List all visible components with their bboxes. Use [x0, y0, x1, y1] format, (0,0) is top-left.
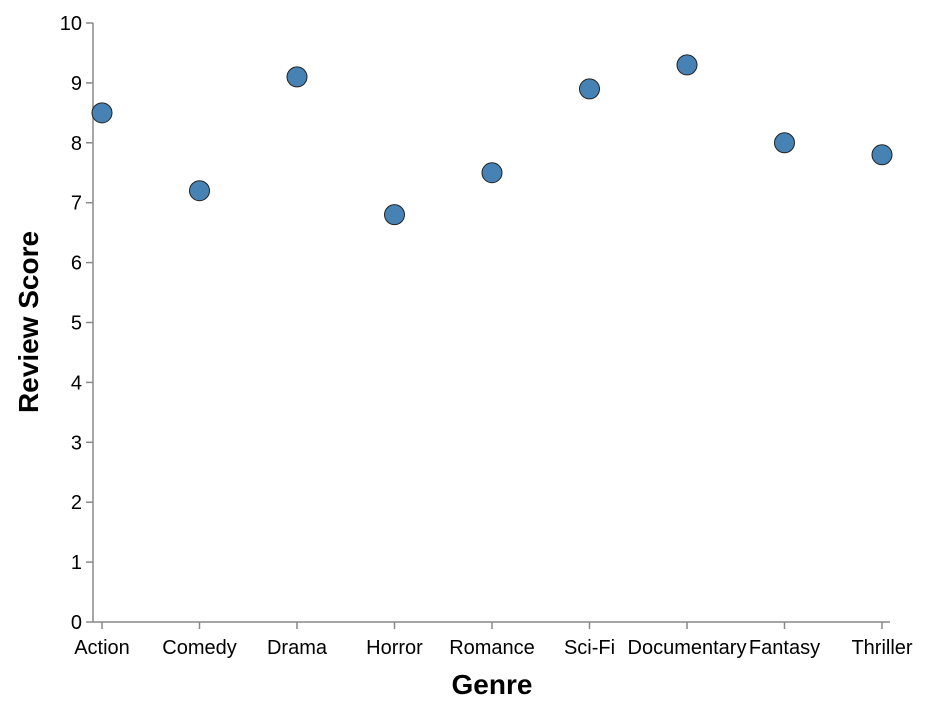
- data-point[interactable]: [481, 162, 503, 184]
- x-tick-label: Comedy: [162, 637, 236, 659]
- x-axis-title: Genre: [452, 669, 533, 700]
- y-tick-label: 9: [71, 73, 82, 95]
- x-tick-label: Action: [74, 637, 130, 659]
- x-tick-label: Documentary: [628, 637, 747, 659]
- y-tick-label: 10: [60, 13, 82, 35]
- data-point[interactable]: [286, 66, 308, 88]
- data-point[interactable]: [579, 78, 600, 100]
- y-tick-label: 6: [71, 253, 82, 275]
- data-point[interactable]: [189, 180, 210, 202]
- data-point[interactable]: [91, 102, 113, 124]
- data-point[interactable]: [384, 204, 405, 226]
- y-tick-label: 5: [71, 313, 82, 335]
- y-tick-label: 0: [71, 612, 82, 634]
- x-axis: Action Comedy Drama Horror Romance Sci-Fi Docu…: [74, 621, 913, 659]
- y-tick-label: 2: [71, 492, 82, 514]
- y-tick-label: 3: [71, 432, 82, 454]
- x-tick-label: Romance: [449, 637, 535, 659]
- data-points: [91, 54, 893, 226]
- y-tick-label: 8: [71, 133, 82, 155]
- y-axis-title: Review Score: [13, 231, 44, 413]
- x-tick-label: Horror: [366, 637, 423, 659]
- data-point[interactable]: [871, 144, 893, 166]
- y-tick-label: 4: [71, 372, 82, 394]
- y-tick-label: 1: [71, 552, 82, 574]
- data-point[interactable]: [774, 132, 795, 154]
- x-tick-label: Fantasy: [749, 637, 820, 659]
- x-tick-label: Sci-Fi: [564, 637, 615, 659]
- y-tick-label: 7: [71, 193, 82, 215]
- x-tick-label: Thriller: [851, 637, 912, 659]
- y-axis: 0 1 2 3 4 5 6 7 8 9 10: [60, 13, 94, 634]
- x-tick-label: Drama: [267, 637, 328, 659]
- data-point[interactable]: [676, 54, 698, 76]
